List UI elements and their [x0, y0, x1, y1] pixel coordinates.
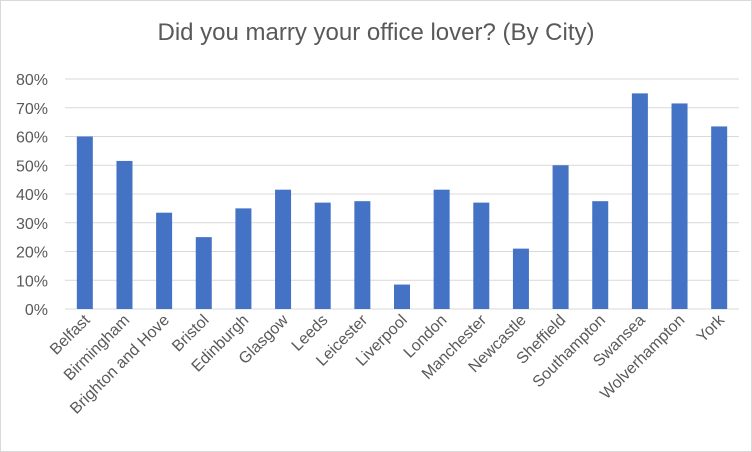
- bar-birmingham: [116, 160, 133, 309]
- y-tick-label: 30%: [16, 216, 48, 233]
- y-tick-label: 60%: [16, 130, 48, 147]
- bar-bristol: [195, 237, 212, 309]
- bars: [76, 93, 728, 309]
- y-tick-label: 40%: [16, 187, 48, 204]
- bar-leeds: [314, 202, 331, 309]
- bar-southampton: [592, 201, 609, 309]
- y-tick-label: 80%: [16, 72, 48, 89]
- y-tick-label: 70%: [16, 101, 48, 118]
- bar-leicester: [354, 201, 371, 309]
- y-tick-label: 50%: [16, 158, 48, 175]
- x-tick-label: York: [694, 311, 729, 346]
- chart-title: Did you marry your office lover? (By Cit…: [157, 19, 595, 46]
- bar-manchester: [473, 202, 490, 309]
- bar-liverpool: [394, 284, 410, 309]
- y-tick-label: 10%: [16, 273, 48, 290]
- bar-york: [711, 126, 728, 309]
- bar-sheffield: [552, 165, 569, 309]
- bar-london: [433, 189, 450, 309]
- y-axis-ticks: 0% 10% 20% 30% 40% 50% 60% 70% 80%: [16, 72, 48, 319]
- bar-belfast: [76, 136, 93, 309]
- bar-glasgow: [275, 189, 292, 309]
- bar-edinburgh: [235, 208, 252, 309]
- bar-swansea: [631, 93, 648, 309]
- y-tick-label: 20%: [16, 245, 48, 262]
- bar-brighton-and-hove: [156, 212, 173, 309]
- bar-newcastle: [512, 248, 529, 309]
- y-tick-label: 0%: [25, 302, 48, 319]
- bar-wolverhampton: [671, 103, 688, 309]
